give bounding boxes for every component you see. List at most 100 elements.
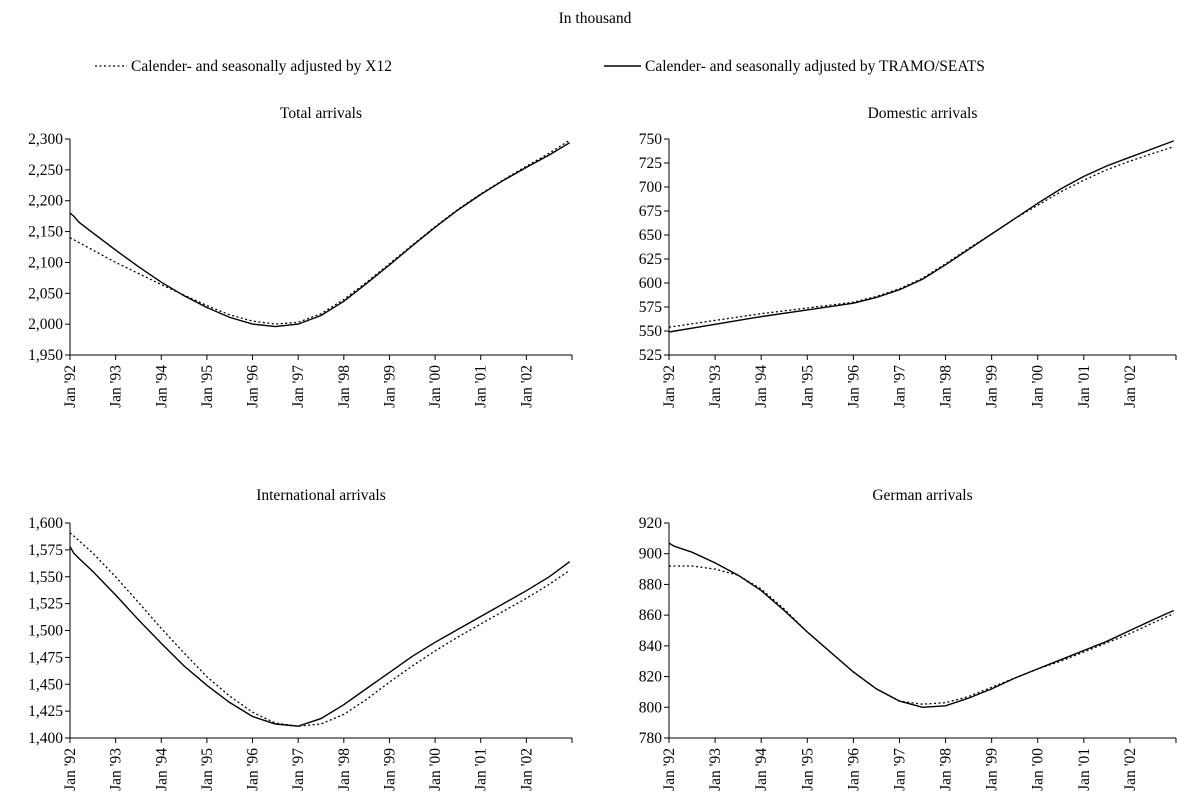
legend-label-tramo-seats: Calender- and seasonally adjusted by TRA… xyxy=(645,58,985,75)
x-tick-label: Jan '99 xyxy=(984,365,1001,408)
y-tick-label: 1,450 xyxy=(28,676,63,693)
y-tick-label: 650 xyxy=(639,227,663,244)
y-tick-label: 550 xyxy=(639,323,663,340)
series-line-x12 xyxy=(668,146,1174,328)
y-tick-label: 2,300 xyxy=(28,131,63,148)
x-tick-label: Jan '98 xyxy=(336,748,353,791)
series-line-tramo-seats xyxy=(668,140,1174,333)
chart-domestic-arrivals: Domestic arrivals 525 550 575 600 625 650 675 70… xyxy=(639,105,1177,408)
x-tick-label: Jan '94 xyxy=(753,365,770,408)
chart-title: Total arrivals xyxy=(280,105,362,122)
x-tick-label: Jan '94 xyxy=(153,748,170,791)
x-tick-label: Jan '95 xyxy=(199,365,216,408)
y-tick-label: 2,200 xyxy=(28,193,63,210)
y-tick-label: 840 xyxy=(639,638,663,655)
x-tick-label: Jan '92 xyxy=(62,748,79,791)
y-tick-label: 1,525 xyxy=(28,596,63,613)
y-tick-label: 920 xyxy=(639,515,663,532)
y-tick-label: 1,400 xyxy=(28,730,63,747)
chart-panels: Total arrivals 1,950 2,000 2,050 2,100 2,150 2… xyxy=(28,105,1177,791)
chart-german-arrivals: German arrivals 780 800 820 840 860 880 900 920 J… xyxy=(639,487,1177,791)
x-tick-label: Jan '99 xyxy=(381,365,398,408)
x-tick-label: Jan '97 xyxy=(290,748,307,791)
x-tick-label: Jan '96 xyxy=(845,748,862,791)
series-line-x12 xyxy=(69,139,571,325)
legend-label-x12: Calender- and seasonally adjusted by X12 xyxy=(131,58,392,75)
x-tick-label: Jan '93 xyxy=(707,748,724,791)
x-tick-label: Jan '96 xyxy=(245,365,262,408)
y-tick-label: 800 xyxy=(639,699,663,716)
chart-international-arrivals: International arrivals 1,400 1,425 1,450 1,4… xyxy=(28,487,573,791)
x-tick-label: Jan '02 xyxy=(518,365,535,408)
x-tick-label: Jan '93 xyxy=(707,365,724,408)
x-tick-label: Jan '92 xyxy=(62,365,79,408)
series-line-x12 xyxy=(69,532,571,727)
x-tick-label: Jan '95 xyxy=(799,748,816,791)
x-tick-label: Jan '94 xyxy=(753,748,770,791)
x-tick-label: Jan '95 xyxy=(799,365,816,408)
y-tick-label: 900 xyxy=(639,546,663,563)
unit-note: In thousand xyxy=(559,10,632,27)
chart-total-arrivals: Total arrivals 1,950 2,000 2,050 2,100 2,150 2… xyxy=(28,105,573,408)
x-tick-label: Jan '02 xyxy=(1122,365,1139,408)
x-tick-label: Jan '96 xyxy=(845,365,862,408)
y-tick-label: 2,250 xyxy=(28,162,63,179)
chart-title: International arrivals xyxy=(256,487,386,504)
x-tick-label: Jan '00 xyxy=(1030,365,1047,408)
chart-title: Domestic arrivals xyxy=(868,105,978,122)
x-tick-label: Jan '00 xyxy=(427,748,444,791)
x-tick-label: Jan '99 xyxy=(984,748,1001,791)
chart-title: German arrivals xyxy=(872,487,972,504)
y-tick-label: 750 xyxy=(639,131,663,148)
y-tick-label: 780 xyxy=(639,730,663,747)
x-tick-label: Jan '01 xyxy=(1076,365,1093,408)
y-tick-label: 2,100 xyxy=(28,254,63,271)
y-tick-label: 2,000 xyxy=(28,316,63,333)
y-tick-label: 2,150 xyxy=(28,224,63,241)
series-line-x12 xyxy=(669,565,1174,705)
x-tick-label: Jan '96 xyxy=(245,748,262,791)
x-tick-label: Jan '92 xyxy=(661,748,678,791)
y-tick-label: 860 xyxy=(639,607,663,624)
x-tick-label: Jan '02 xyxy=(1122,748,1139,791)
series-line-tramo-seats xyxy=(69,546,571,727)
y-tick-label: 1,950 xyxy=(28,347,63,364)
y-tick-label: 575 xyxy=(639,299,663,316)
y-tick-label: 625 xyxy=(639,251,663,268)
x-tick-label: Jan '98 xyxy=(938,365,955,408)
y-tick-label: 1,575 xyxy=(28,542,63,559)
y-tick-label: 820 xyxy=(639,669,663,686)
x-tick-label: Jan '92 xyxy=(661,365,678,408)
y-tick-label: 1,425 xyxy=(28,703,63,720)
y-tick-label: 725 xyxy=(639,155,663,172)
x-tick-label: Jan '97 xyxy=(891,748,908,791)
x-tick-label: Jan '98 xyxy=(336,365,353,408)
x-tick-label: Jan '99 xyxy=(381,748,398,791)
x-tick-label: Jan '01 xyxy=(1076,748,1093,791)
y-tick-label: 1,600 xyxy=(28,515,63,532)
x-tick-label: Jan '93 xyxy=(108,365,125,408)
series-line-tramo-seats xyxy=(668,542,1174,709)
y-tick-label: 1,475 xyxy=(28,649,63,666)
x-tick-label: Jan '93 xyxy=(108,748,125,791)
x-tick-label: Jan '00 xyxy=(1030,748,1047,791)
series-line-tramo-seats xyxy=(69,142,571,328)
y-tick-label: 880 xyxy=(639,576,663,593)
x-tick-label: Jan '02 xyxy=(518,748,535,791)
x-tick-label: Jan '00 xyxy=(427,365,444,408)
x-tick-label: Jan '97 xyxy=(891,365,908,408)
y-tick-label: 2,050 xyxy=(28,285,63,302)
x-tick-label: Jan '94 xyxy=(153,365,170,408)
y-tick-label: 1,550 xyxy=(28,569,63,586)
y-tick-label: 700 xyxy=(639,179,663,196)
y-tick-label: 600 xyxy=(639,275,663,292)
legend: Calender- and seasonally adjusted by X12… xyxy=(95,58,985,75)
x-tick-label: Jan '98 xyxy=(938,748,955,791)
x-tick-label: Jan '01 xyxy=(473,748,490,791)
x-tick-label: Jan '01 xyxy=(473,365,490,408)
x-tick-label: Jan '95 xyxy=(199,748,216,791)
y-tick-label: 525 xyxy=(639,347,663,364)
x-tick-label: Jan '97 xyxy=(290,365,307,408)
y-tick-label: 1,500 xyxy=(28,623,63,640)
